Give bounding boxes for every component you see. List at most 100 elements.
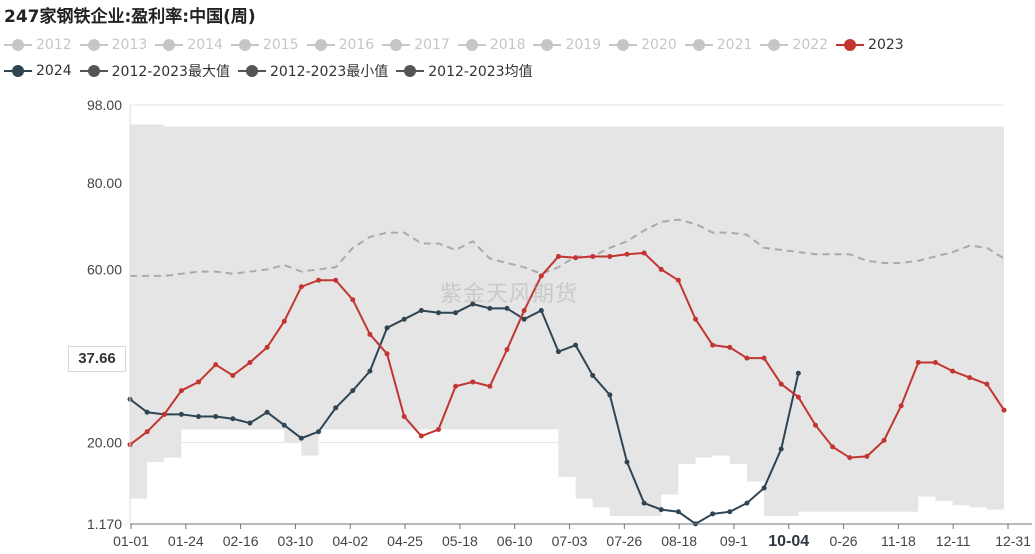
data-point-2023[interactable]: [693, 316, 699, 322]
data-point-2024[interactable]: [761, 485, 767, 491]
data-point-2023[interactable]: [967, 375, 973, 381]
data-point-2023[interactable]: [881, 437, 887, 443]
data-point-2024[interactable]: [418, 308, 424, 314]
data-point-2024[interactable]: [641, 500, 647, 506]
data-point-2023[interactable]: [795, 394, 801, 400]
data-point-2023[interactable]: [590, 253, 596, 259]
data-point-2023[interactable]: [384, 351, 390, 357]
data-point-2024[interactable]: [264, 409, 270, 415]
data-point-2023[interactable]: [710, 342, 716, 348]
data-point-2023[interactable]: [607, 253, 613, 259]
data-point-2024[interactable]: [196, 414, 202, 420]
data-point-2024[interactable]: [624, 459, 630, 465]
data-point-2024[interactable]: [504, 305, 510, 311]
data-point-2024[interactable]: [384, 325, 390, 331]
data-point-2024[interactable]: [453, 310, 459, 316]
data-point-2024[interactable]: [607, 392, 613, 398]
data-point-2023[interactable]: [178, 388, 184, 394]
data-point-2023[interactable]: [350, 297, 356, 303]
data-point-2023[interactable]: [281, 318, 287, 324]
data-point-2023[interactable]: [932, 359, 938, 365]
data-point-2023[interactable]: [675, 277, 681, 283]
data-point-2023[interactable]: [984, 381, 990, 387]
data-point-2024[interactable]: [744, 500, 750, 506]
data-point-2023[interactable]: [247, 359, 253, 365]
data-point-2023[interactable]: [144, 429, 150, 435]
data-point-2024[interactable]: [778, 446, 784, 452]
data-point-2023[interactable]: [812, 422, 818, 428]
legend-item-year-0[interactable]: 2012: [4, 37, 72, 53]
data-point-2024[interactable]: [590, 372, 596, 378]
legend-item-year-4[interactable]: 2016: [306, 37, 374, 53]
data-point-2023[interactable]: [418, 433, 424, 439]
data-point-2024[interactable]: [521, 316, 527, 322]
data-point-2024[interactable]: [795, 370, 801, 376]
data-point-2023[interactable]: [316, 277, 322, 283]
legend-item-stat-3[interactable]: 2012-2023均值: [396, 61, 533, 81]
data-point-2023[interactable]: [401, 414, 407, 420]
data-point-2023[interactable]: [435, 427, 441, 433]
data-point-2024[interactable]: [401, 316, 407, 322]
legend-item-year-9[interactable]: 2021: [684, 37, 752, 53]
data-point-2024[interactable]: [247, 420, 253, 426]
data-point-2024[interactable]: [573, 342, 579, 348]
data-point-2023[interactable]: [658, 266, 664, 272]
data-point-2023[interactable]: [453, 383, 459, 389]
data-point-2023[interactable]: [487, 383, 493, 389]
data-point-2023[interactable]: [950, 368, 956, 374]
legend-item-year-10[interactable]: 2022: [760, 37, 828, 53]
data-point-2024[interactable]: [367, 368, 373, 374]
data-point-2023[interactable]: [213, 362, 219, 368]
data-point-2024[interactable]: [470, 301, 476, 307]
data-point-2023[interactable]: [333, 277, 339, 283]
data-point-2023[interactable]: [196, 379, 202, 385]
data-point-2023[interactable]: [298, 284, 304, 290]
legend-item-year-2[interactable]: 2014: [155, 37, 223, 53]
data-point-2024[interactable]: [555, 349, 561, 355]
data-point-2023[interactable]: [1001, 407, 1007, 413]
data-point-2024[interactable]: [144, 409, 150, 415]
data-point-2023[interactable]: [367, 331, 373, 337]
legend-item-year-1[interactable]: 2013: [79, 37, 147, 53]
data-point-2023[interactable]: [470, 379, 476, 385]
data-point-2023[interactable]: [761, 355, 767, 361]
data-point-2024[interactable]: [213, 414, 219, 420]
legend-item-year-5[interactable]: 2017: [382, 37, 450, 53]
data-point-2023[interactable]: [830, 444, 836, 450]
data-point-2023[interactable]: [538, 273, 544, 279]
legend-item-year-6[interactable]: 2018: [457, 37, 525, 53]
legend-item-year-3[interactable]: 2015: [230, 37, 299, 53]
data-point-2023[interactable]: [504, 346, 510, 352]
data-point-2023[interactable]: [624, 251, 630, 257]
data-point-2023[interactable]: [727, 344, 733, 350]
data-point-2024[interactable]: [658, 507, 664, 513]
data-point-2024[interactable]: [727, 509, 733, 515]
data-point-2023[interactable]: [555, 253, 561, 259]
legend-item-stat-2[interactable]: 2012-2023最小值: [237, 61, 388, 81]
data-point-2024[interactable]: [487, 305, 493, 311]
legend-item-stat-0[interactable]: 2024: [4, 63, 72, 79]
data-point-2023[interactable]: [161, 411, 167, 417]
legend-item-year-11[interactable]: 2023: [836, 37, 904, 53]
data-point-2023[interactable]: [264, 344, 270, 350]
data-point-2023[interactable]: [641, 250, 647, 256]
data-point-2023[interactable]: [230, 372, 236, 378]
data-point-2023[interactable]: [898, 403, 904, 409]
data-point-2024[interactable]: [333, 405, 339, 411]
data-point-2023[interactable]: [744, 355, 750, 361]
data-point-2024[interactable]: [178, 411, 184, 417]
data-point-2024[interactable]: [435, 310, 441, 316]
legend-item-year-7[interactable]: 2019: [533, 37, 601, 53]
data-point-2024[interactable]: [230, 416, 236, 422]
data-point-2023[interactable]: [847, 455, 853, 461]
data-point-2024[interactable]: [316, 429, 322, 435]
data-point-2024[interactable]: [710, 511, 716, 517]
data-point-2023[interactable]: [573, 255, 579, 261]
data-point-2024[interactable]: [298, 435, 304, 441]
data-point-2024[interactable]: [350, 388, 356, 394]
legend-item-stat-1[interactable]: 2012-2023最大值: [79, 61, 230, 81]
data-point-2023[interactable]: [521, 308, 527, 314]
data-point-2023[interactable]: [915, 359, 921, 365]
data-point-2023[interactable]: [778, 381, 784, 387]
legend-item-year-8[interactable]: 2020: [609, 37, 677, 53]
